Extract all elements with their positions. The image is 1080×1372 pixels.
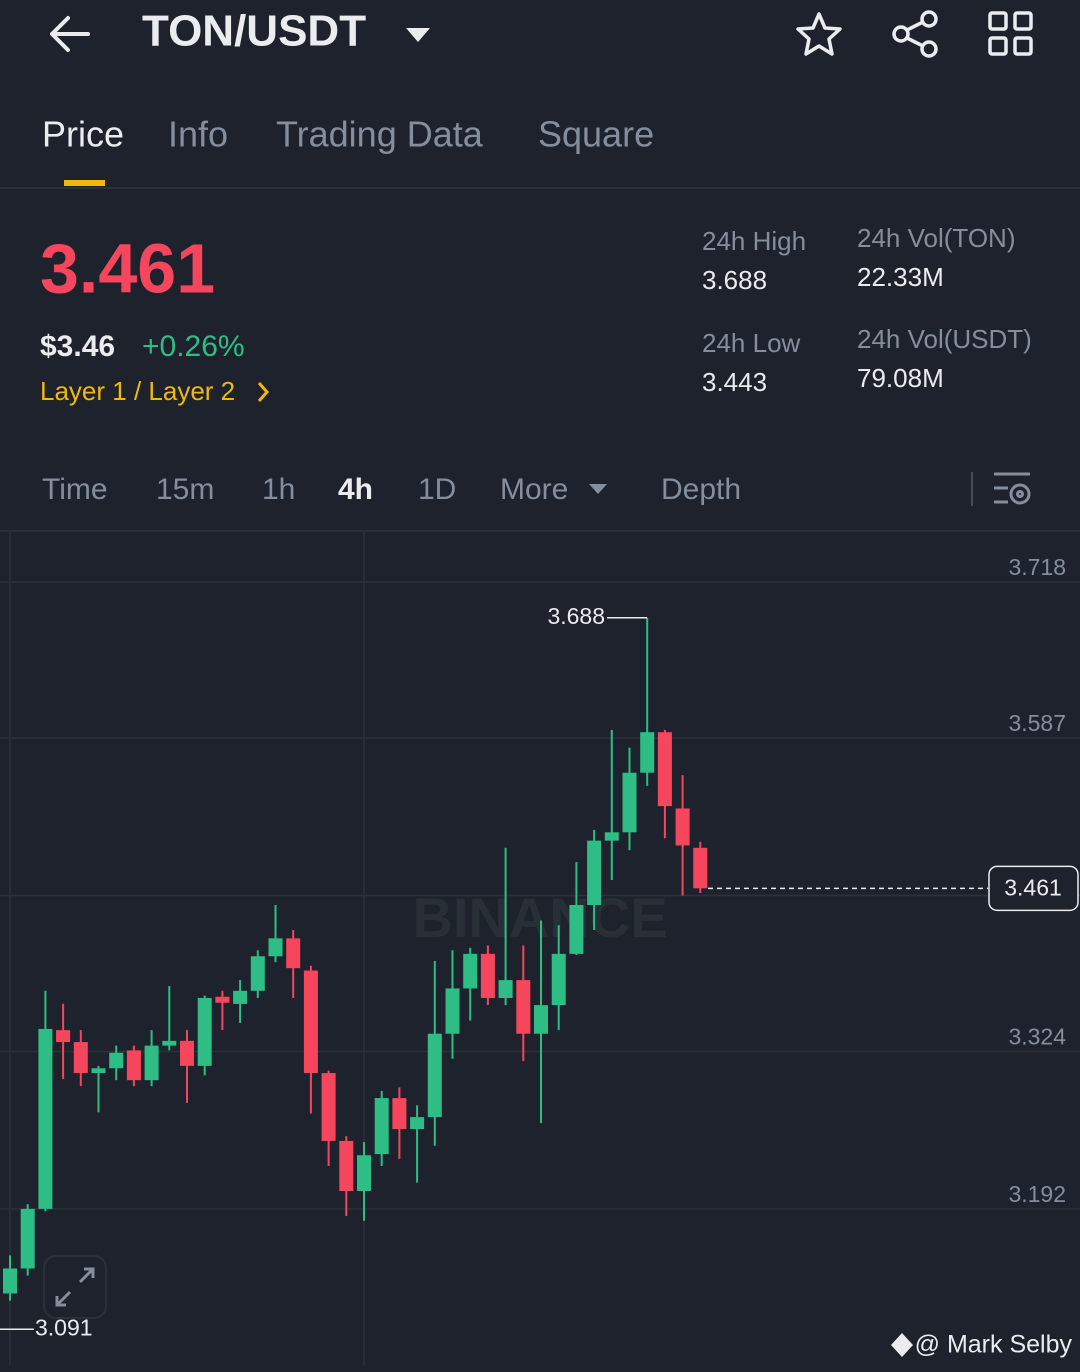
candle-body: [73, 1042, 88, 1074]
credit-logo: [891, 1333, 913, 1357]
last-price-label: 3.461: [1004, 874, 1062, 900]
candle-body: [516, 980, 531, 1034]
fullscreen-button[interactable]: [43, 1255, 107, 1319]
candle-body: [498, 980, 513, 998]
back-icon[interactable]: [50, 16, 90, 52]
expand-icon: [55, 1267, 95, 1307]
candle-body: [534, 1005, 548, 1034]
price-change: +0.26%: [142, 330, 245, 363]
tab[interactable]: Price: [42, 114, 124, 155]
category-tag[interactable]: Layer 1 / Layer 2: [40, 376, 235, 406]
candle-body: [675, 808, 690, 846]
active-tab-indicator: [64, 180, 105, 186]
candle-body: [286, 938, 301, 969]
candle-body: [3, 1268, 17, 1294]
y-tick-label: 3.718: [1008, 554, 1066, 580]
candle-body: [392, 1098, 407, 1130]
candle-body: [162, 1040, 177, 1046]
share-icon[interactable]: [892, 10, 938, 58]
candle-body: [587, 840, 602, 906]
interval-tab[interactable]: More: [500, 473, 568, 506]
y-tick-label: 3.192: [1008, 1181, 1066, 1207]
pair-title[interactable]: TON/USDT: [142, 7, 366, 56]
candle-body: [126, 1050, 141, 1081]
credit: @ Mark Selby: [915, 1331, 1073, 1359]
favorite-icon[interactable]: [796, 12, 842, 56]
candle-body: [339, 1140, 354, 1192]
candle-body: [268, 938, 283, 957]
candle-body: [427, 1033, 442, 1118]
tab[interactable]: Square: [538, 114, 654, 155]
candle-body: [303, 970, 318, 1074]
last-price: 3.461: [40, 229, 215, 307]
candle-body: [109, 1052, 124, 1069]
stat-value: 22.33M: [857, 262, 944, 292]
interval-tab[interactable]: 4h: [338, 473, 373, 506]
stat-label: 24h Vol(USDT): [857, 324, 1032, 354]
candle-body: [250, 956, 265, 991]
high-marker-label: 3.688: [547, 603, 605, 629]
candle-body: [215, 996, 230, 1003]
candle-body: [410, 1117, 425, 1130]
stat-label: 24h Low: [702, 328, 801, 358]
more-dropdown-icon[interactable]: [589, 484, 607, 494]
candle-body: [56, 1030, 71, 1043]
menu-grid-icon[interactable]: [988, 11, 1033, 56]
candle-body: [551, 953, 566, 1006]
candle-body: [374, 1098, 389, 1155]
stat-value: 3.688: [702, 265, 767, 295]
tab[interactable]: Info: [168, 114, 228, 155]
candle-body: [180, 1040, 194, 1066]
stat-value: 3.443: [702, 367, 767, 397]
stat-label: 24h Vol(TON): [857, 223, 1015, 253]
interval-tab[interactable]: Depth: [661, 473, 741, 506]
candle-body: [640, 732, 655, 773]
last-price-box: [988, 865, 1079, 912]
interval-tab[interactable]: 1D: [418, 473, 456, 506]
candle-body: [144, 1045, 159, 1081]
candle-body: [463, 953, 478, 989]
tab[interactable]: Trading Data: [276, 114, 484, 155]
candle-body: [569, 905, 584, 954]
usd-price: $3.46: [40, 330, 115, 363]
candle-body: [657, 732, 672, 807]
chart-settings-icon[interactable]: [994, 472, 1031, 505]
candle-body: [693, 847, 708, 889]
interval-tab[interactable]: 1h: [262, 473, 295, 506]
stat-value: 79.08M: [857, 363, 944, 393]
candle-body: [357, 1155, 371, 1192]
candle-body: [480, 953, 495, 998]
interval-tab[interactable]: 15m: [156, 473, 214, 506]
interval-tab[interactable]: Time: [42, 473, 108, 506]
candle-body: [38, 1028, 53, 1209]
candle-body: [197, 997, 212, 1066]
y-tick-label: 3.587: [1008, 710, 1066, 736]
dropdown-icon[interactable]: [406, 28, 430, 42]
candle-body: [321, 1073, 336, 1141]
chevron: [257, 382, 270, 402]
candle-body: [445, 988, 460, 1034]
candle-body: [233, 990, 248, 1004]
candle-body: [604, 832, 619, 841]
candle-body: [622, 772, 637, 833]
candle-body: [91, 1068, 106, 1074]
stat-label: 24h High: [702, 226, 806, 256]
candle-body: [20, 1208, 35, 1269]
y-tick-label: 3.324: [1008, 1024, 1066, 1050]
